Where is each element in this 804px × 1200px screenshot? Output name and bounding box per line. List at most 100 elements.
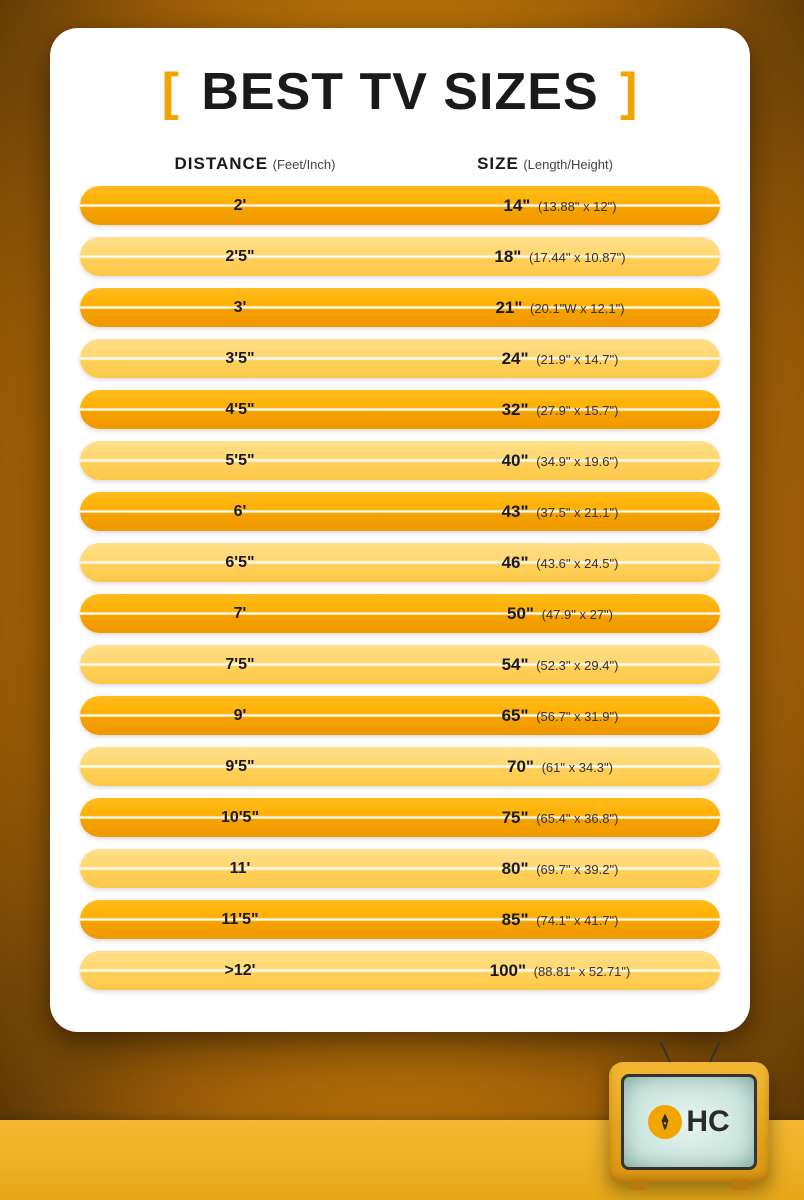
size-detail: (20.1"W x 12.1") xyxy=(526,301,624,316)
size-cell: 32" (27.9" x 15.7") xyxy=(400,400,720,420)
distance-cell: 3' xyxy=(80,299,400,317)
tv-logo: HC xyxy=(648,1105,729,1139)
table-row: 2'14" (13.88" x 12") xyxy=(80,186,720,225)
size-detail: (47.9" x 27") xyxy=(538,607,613,622)
table-row: 5'5"40" (34.9" x 19.6") xyxy=(80,441,720,480)
header-distance-sub: (Feet/Inch) xyxy=(273,157,336,172)
size-detail: (13.88" x 12") xyxy=(534,199,616,214)
size-main: 21" xyxy=(495,298,522,317)
size-detail: (74.1" x 41.7") xyxy=(533,913,619,928)
distance-cell: 11'5" xyxy=(80,911,400,929)
distance-cell: 6' xyxy=(80,503,400,521)
size-detail: (37.5" x 21.1") xyxy=(533,505,619,520)
title-open-bracket: [ xyxy=(156,63,186,121)
size-cell: 85" (74.1" x 41.7") xyxy=(400,910,720,930)
size-cell: 50" (47.9" x 27") xyxy=(400,604,720,624)
tv-graphic: HC xyxy=(609,1062,769,1182)
size-cell: 40" (34.9" x 19.6") xyxy=(400,451,720,471)
distance-cell: 11' xyxy=(80,860,400,878)
distance-cell: 9'5" xyxy=(80,758,400,776)
size-detail: (61" x 34.3") xyxy=(538,760,613,775)
distance-cell: 9' xyxy=(80,707,400,725)
size-cell: 14" (13.88" x 12") xyxy=(400,196,720,216)
size-detail: (69.7" x 39.2") xyxy=(533,862,619,877)
size-cell: 75" (65.4" x 36.8") xyxy=(400,808,720,828)
table-row: 6'5"46" (43.6" x 24.5") xyxy=(80,543,720,582)
header-size: SIZE (Length/Height) xyxy=(400,154,690,174)
table-row: 10'5"75" (65.4" x 36.8") xyxy=(80,798,720,837)
size-main: 40" xyxy=(502,451,529,470)
header-size-main: SIZE xyxy=(477,154,519,173)
distance-cell: >12' xyxy=(80,962,400,980)
distance-cell: 4'5" xyxy=(80,401,400,419)
tv-antenna-left xyxy=(660,1042,671,1063)
size-cell: 100" (88.81" x 52.71") xyxy=(400,961,720,981)
size-main: 80" xyxy=(502,859,529,878)
table-row: 9'65" (56.7" x 31.9") xyxy=(80,696,720,735)
title-text: BEST TV SIZES xyxy=(201,63,598,121)
tv-feet xyxy=(629,1180,749,1190)
size-main: 75" xyxy=(502,808,529,827)
size-detail: (88.81" x 52.71") xyxy=(530,964,630,979)
pen-nib-icon xyxy=(648,1105,682,1139)
size-detail: (43.6" x 24.5") xyxy=(533,556,619,571)
table-row: 3'21" (20.1"W x 12.1") xyxy=(80,288,720,327)
table-row: 7'5"54" (52.3" x 29.4") xyxy=(80,645,720,684)
tv-foot-right xyxy=(731,1180,749,1190)
table-row: 11'5"85" (74.1" x 41.7") xyxy=(80,900,720,939)
distance-cell: 5'5" xyxy=(80,452,400,470)
distance-cell: 2' xyxy=(80,197,400,215)
size-cell: 70" (61" x 34.3") xyxy=(400,757,720,777)
size-main: 100" xyxy=(490,961,526,980)
distance-cell: 6'5" xyxy=(80,554,400,572)
size-detail: (17.44" x 10.87") xyxy=(525,250,625,265)
size-detail: (34.9" x 19.6") xyxy=(533,454,619,469)
card-title: [ BEST TV SIZES ] xyxy=(80,62,720,122)
size-main: 32" xyxy=(502,400,529,419)
table-row: 6'43" (37.5" x 21.1") xyxy=(80,492,720,531)
size-main: 50" xyxy=(507,604,534,623)
size-cell: 24" (21.9" x 14.7") xyxy=(400,349,720,369)
tv-logo-text: HC xyxy=(686,1105,729,1139)
size-cell: 21" (20.1"W x 12.1") xyxy=(400,298,720,318)
distance-cell: 2'5" xyxy=(80,248,400,266)
table-row: 7'50" (47.9" x 27") xyxy=(80,594,720,633)
size-cell: 18" (17.44" x 10.87") xyxy=(400,247,720,267)
size-cell: 65" (56.7" x 31.9") xyxy=(400,706,720,726)
size-main: 14" xyxy=(503,196,530,215)
size-main: 54" xyxy=(502,655,529,674)
size-main: 24" xyxy=(502,349,529,368)
table-row: 11'80" (69.7" x 39.2") xyxy=(80,849,720,888)
table-row: 9'5"70" (61" x 34.3") xyxy=(80,747,720,786)
tv-antenna-right xyxy=(709,1042,720,1063)
info-card: [ BEST TV SIZES ] DISTANCE (Feet/Inch) S… xyxy=(50,28,750,1032)
header-size-sub: (Length/Height) xyxy=(523,157,613,172)
size-cell: 43" (37.5" x 21.1") xyxy=(400,502,720,522)
column-headers: DISTANCE (Feet/Inch) SIZE (Length/Height… xyxy=(80,154,720,186)
tv-body: HC xyxy=(609,1062,769,1182)
distance-cell: 7'5" xyxy=(80,656,400,674)
rows-container: 2'14" (13.88" x 12")2'5"18" (17.44" x 10… xyxy=(80,186,720,990)
table-row: 3'5"24" (21.9" x 14.7") xyxy=(80,339,720,378)
size-cell: 54" (52.3" x 29.4") xyxy=(400,655,720,675)
title-close-bracket: ] xyxy=(614,63,644,121)
distance-cell: 10'5" xyxy=(80,809,400,827)
size-cell: 46" (43.6" x 24.5") xyxy=(400,553,720,573)
size-detail: (52.3" x 29.4") xyxy=(533,658,619,673)
distance-cell: 3'5" xyxy=(80,350,400,368)
size-detail: (21.9" x 14.7") xyxy=(533,352,619,367)
tv-foot-left xyxy=(629,1180,647,1190)
size-detail: (27.9" x 15.7") xyxy=(533,403,619,418)
table-row: 2'5"18" (17.44" x 10.87") xyxy=(80,237,720,276)
header-distance-main: DISTANCE xyxy=(175,154,269,173)
table-row: >12'100" (88.81" x 52.71") xyxy=(80,951,720,990)
size-main: 18" xyxy=(494,247,521,266)
size-detail: (56.7" x 31.9") xyxy=(533,709,619,724)
distance-cell: 7' xyxy=(80,605,400,623)
size-cell: 80" (69.7" x 39.2") xyxy=(400,859,720,879)
size-main: 70" xyxy=(507,757,534,776)
size-main: 85" xyxy=(502,910,529,929)
size-main: 65" xyxy=(502,706,529,725)
header-distance: DISTANCE (Feet/Inch) xyxy=(110,154,400,174)
size-main: 46" xyxy=(502,553,529,572)
